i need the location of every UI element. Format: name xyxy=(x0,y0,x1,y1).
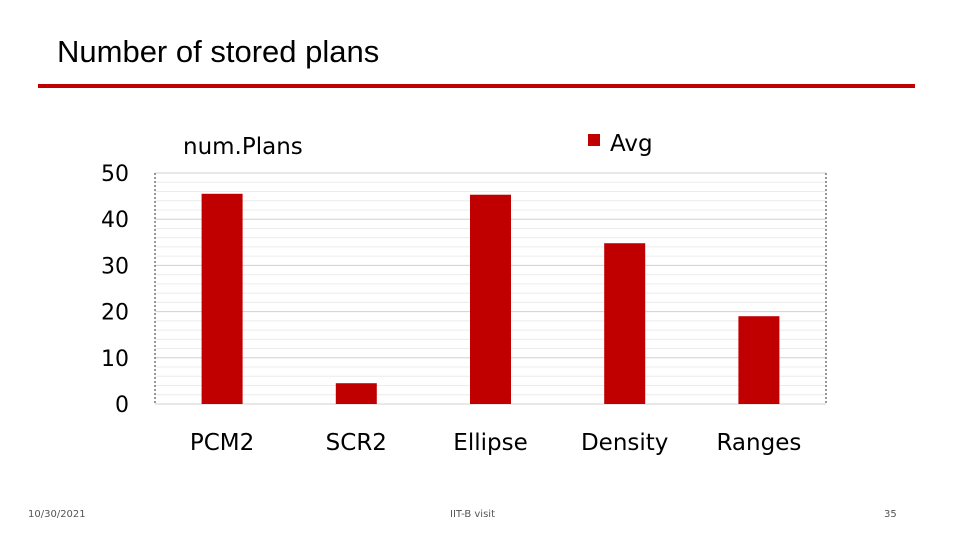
x-tick-label: PCM2 xyxy=(190,430,254,456)
y-tick-label: 30 xyxy=(101,254,129,279)
x-axis-ticks: PCM2 SCR2 Ellipse Density Ranges xyxy=(190,430,801,456)
slide-title: Number of stored plans xyxy=(57,34,380,69)
legend-swatch xyxy=(588,134,600,146)
bar xyxy=(470,194,511,404)
title-underline xyxy=(38,84,915,88)
chart-title: num.Plans xyxy=(183,134,303,160)
footer-date: 10/30/2021 xyxy=(28,509,86,520)
x-tick-label: Ellipse xyxy=(453,430,527,456)
legend-label: Avg xyxy=(610,131,653,157)
legend: Avg xyxy=(588,131,653,157)
y-axis-ticks: 0 10 20 30 40 50 xyxy=(101,162,129,418)
y-tick-label: 20 xyxy=(101,301,129,326)
bars xyxy=(201,193,780,404)
bar xyxy=(738,316,780,404)
x-tick-label: Ranges xyxy=(716,430,801,456)
y-tick-label: 50 xyxy=(101,162,129,187)
footer-text: IIT-B visit xyxy=(450,509,495,520)
x-tick-label: SCR2 xyxy=(326,430,387,456)
y-tick-label: 40 xyxy=(101,208,129,233)
bar xyxy=(604,243,646,404)
page-number: 35 xyxy=(884,509,897,520)
bar xyxy=(201,193,243,404)
x-tick-label: Density xyxy=(581,430,668,456)
y-tick-label: 10 xyxy=(101,347,129,372)
y-tick-label: 0 xyxy=(115,393,129,418)
bar xyxy=(335,383,377,404)
